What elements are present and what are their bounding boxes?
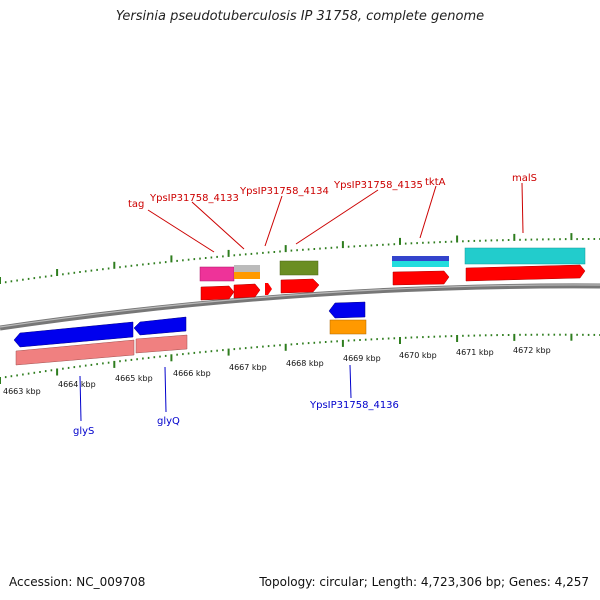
mals-feature-cyan[interactable] <box>464 247 586 265</box>
gene-arrow-4133[interactable] <box>233 283 261 299</box>
tag-feature-magenta[interactable] <box>199 266 235 282</box>
backbone-highlight <box>0 284 600 328</box>
feature-4136-blue[interactable] <box>328 301 366 319</box>
connector-glys <box>79 375 82 422</box>
genome-backbone <box>0 283 600 331</box>
gene-arrow-tkta[interactable] <box>392 270 450 286</box>
feature-olive[interactable] <box>279 260 319 276</box>
tkta-feature-blue[interactable] <box>392 256 449 261</box>
connector-glyq <box>164 366 167 413</box>
gene-label-4135[interactable]: YpsIP31758_4135 <box>333 180 423 191</box>
gene-arrow-4134[interactable] <box>265 283 272 295</box>
gene-label-mals[interactable]: malS <box>512 173 537 184</box>
upper-tick-row <box>0 233 600 284</box>
kbp-label: 4670 kbp <box>399 351 437 360</box>
gene-label-4133[interactable]: YpsIP31758_4133 <box>149 193 239 204</box>
kbp-label: 4672 kbp <box>513 346 551 355</box>
kbp-label: 4668 kbp <box>286 359 324 368</box>
kbp-label: 4666 kbp <box>173 369 211 378</box>
gene-label-tkta[interactable]: tktA <box>425 177 446 188</box>
glyq-gene-salmon[interactable] <box>135 334 188 354</box>
connector-4136 <box>349 364 352 399</box>
accession-text: Accession: NC_009708 <box>9 575 146 589</box>
kbp-label: 4671 kbp <box>456 348 494 357</box>
kbp-label: 4664 kbp <box>58 380 96 389</box>
glys-gene-salmon[interactable] <box>15 339 135 366</box>
genome-summary-text: Topology: circular; Length: 4,723,306 bp… <box>259 575 589 589</box>
gene-arrow-tag[interactable] <box>200 285 235 301</box>
lower-tick-row <box>0 333 600 384</box>
feature-orange-small[interactable] <box>234 272 260 279</box>
kbp-label: 4667 kbp <box>229 363 267 372</box>
kbp-label: 4665 kbp <box>115 374 153 383</box>
glys-feature-blue[interactable] <box>13 321 134 348</box>
gene-label-4134[interactable]: YpsIP31758_4134 <box>239 186 329 197</box>
connector-tag <box>147 209 215 253</box>
feature-4136-orange[interactable] <box>329 319 367 335</box>
gene-label-glys[interactable]: glyS <box>73 426 94 437</box>
lower-features <box>13 301 367 366</box>
gene-arrow-mals[interactable] <box>465 264 586 282</box>
gene-arrow-4135[interactable] <box>280 278 320 294</box>
connector-4133 <box>191 201 245 250</box>
connector-tkta <box>419 185 437 239</box>
kbp-axis-labels: 4663 kbp 4664 kbp 4665 kbp 4666 kbp 4667… <box>3 346 551 396</box>
connector-mals <box>521 182 524 234</box>
upper-features <box>199 247 586 301</box>
kbp-label: 4669 kbp <box>343 354 381 363</box>
connector-4135 <box>295 189 379 245</box>
gene-label-4136[interactable]: YpsIP31758_4136 <box>309 400 399 411</box>
tkta-feature-cyan[interactable] <box>392 261 449 267</box>
label-connectors <box>79 182 524 422</box>
feature-grey[interactable] <box>234 265 260 272</box>
gene-label-glyq[interactable]: glyQ <box>157 416 180 427</box>
map-title: Yersinia pseudotuberculosis IP 31758, co… <box>115 9 485 24</box>
glyq-feature-blue[interactable] <box>133 316 187 336</box>
kbp-label: 4663 kbp <box>3 387 41 396</box>
gene-label-tag[interactable]: tag <box>128 199 144 210</box>
connector-4134 <box>264 195 283 247</box>
